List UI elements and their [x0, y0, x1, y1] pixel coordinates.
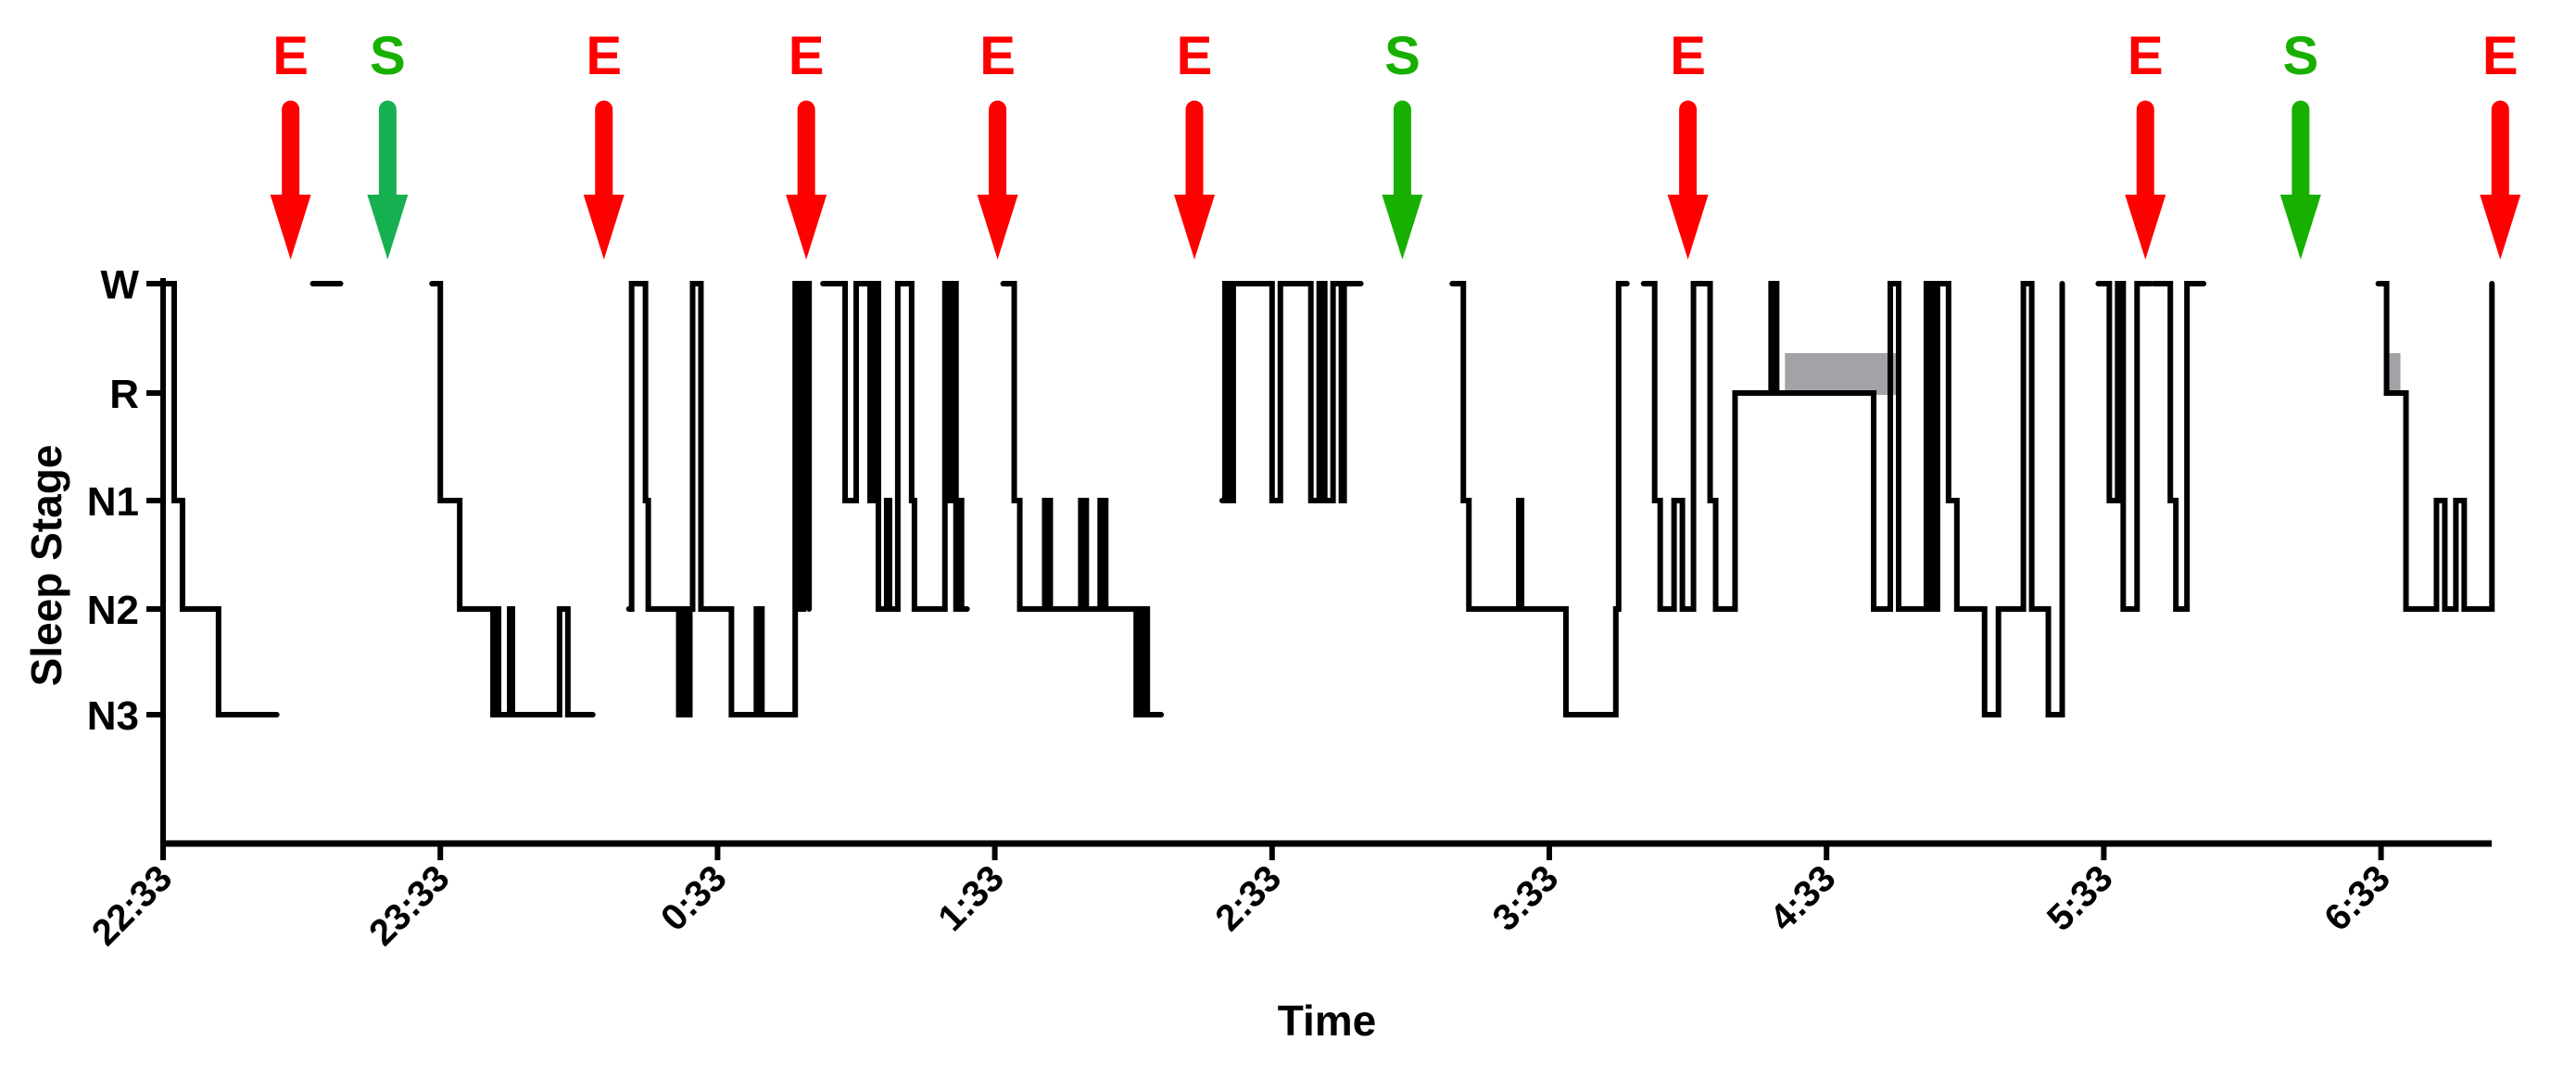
x-ticks: 22:33 23:33 0:33 1:33 2:33 3:33 4:33 5:33 6:33: [84, 844, 2398, 954]
x-tick-label: 2:33: [1207, 857, 1289, 939]
event-marker-s: S: [2279, 26, 2321, 260]
x-tick-label: 22:33: [84, 857, 180, 953]
arrow-down-icon: [786, 195, 827, 260]
x-axis-title: Time: [1278, 996, 1377, 1045]
x-tick-label: 3:33: [1485, 857, 1567, 939]
x-tick-label: 4:33: [1762, 857, 1844, 939]
event-marker-s: S: [1382, 26, 1423, 260]
event-marker-e: E: [2480, 26, 2521, 260]
arrow-down-icon: [2279, 195, 2321, 260]
event-marker-e: E: [977, 26, 1018, 260]
hypnogram-segment: [1640, 281, 2065, 717]
y-tick-label-w: W: [100, 262, 139, 308]
event-label: S: [2282, 26, 2318, 86]
hypnogram-segment: [2095, 281, 2154, 612]
event-label: E: [1670, 26, 1706, 86]
x-tick-label: 23:33: [361, 857, 457, 953]
hypnogram-segment: [2151, 281, 2207, 612]
event-marker-e: E: [583, 26, 625, 260]
event-label: E: [979, 26, 1016, 86]
event-label: E: [586, 26, 622, 86]
x-tick-label: 5:33: [2039, 857, 2121, 939]
event-marker-s: S: [367, 26, 409, 260]
y-tick-label-n3: N3: [87, 693, 139, 739]
event-marker-e: E: [270, 26, 311, 260]
event-marker-e: E: [1174, 26, 1216, 260]
event-label: S: [370, 26, 406, 86]
arrow-down-icon: [2480, 195, 2521, 260]
arrow-down-icon: [1382, 195, 1423, 260]
arrow-down-icon: [270, 195, 311, 260]
event-marker-e: E: [2125, 26, 2166, 260]
hypnogram-segment: [429, 281, 596, 717]
hypnogram-segment: [160, 281, 280, 717]
arrow-down-icon: [2125, 195, 2166, 260]
x-tick-label: 0:33: [653, 857, 735, 939]
shaded-regions: [1785, 353, 2401, 395]
arrow-down-icon: [1667, 195, 1709, 260]
event-marker-e: E: [786, 26, 827, 260]
y-tick-label-n2: N2: [87, 588, 139, 633]
event-marker-e: E: [1667, 26, 1709, 260]
hypnogram-segment: [625, 281, 813, 717]
hypnogram-segment: [1219, 281, 1364, 503]
x-tick-label: 1:33: [930, 857, 1012, 939]
hypnogram-segment: [2375, 281, 2495, 612]
y-tick-label-n1: N1: [87, 479, 139, 525]
event-label: E: [1177, 26, 1213, 86]
hypnogram-segment: [820, 281, 970, 612]
y-axis-title: Sleep Stage: [22, 445, 70, 687]
event-label: E: [789, 26, 825, 86]
event-label: E: [2482, 26, 2519, 86]
y-tick-label-r: R: [109, 372, 139, 417]
event-label: E: [2128, 26, 2164, 86]
arrow-down-icon: [367, 195, 409, 260]
hypnogram-segment: [1449, 281, 1630, 717]
event-label: S: [1384, 26, 1421, 86]
rem-shaded-region: [1785, 353, 1896, 395]
x-tick-label: 6:33: [2317, 857, 2398, 939]
hypnogram-trace: [160, 281, 2495, 717]
arrow-down-icon: [1174, 195, 1216, 260]
hypnogram-segment: [1000, 281, 1165, 717]
arrow-down-icon: [583, 195, 625, 260]
y-ticks: W R N1 N2 N3: [87, 262, 163, 739]
event-label: E: [272, 26, 309, 86]
arrow-down-icon: [977, 195, 1018, 260]
